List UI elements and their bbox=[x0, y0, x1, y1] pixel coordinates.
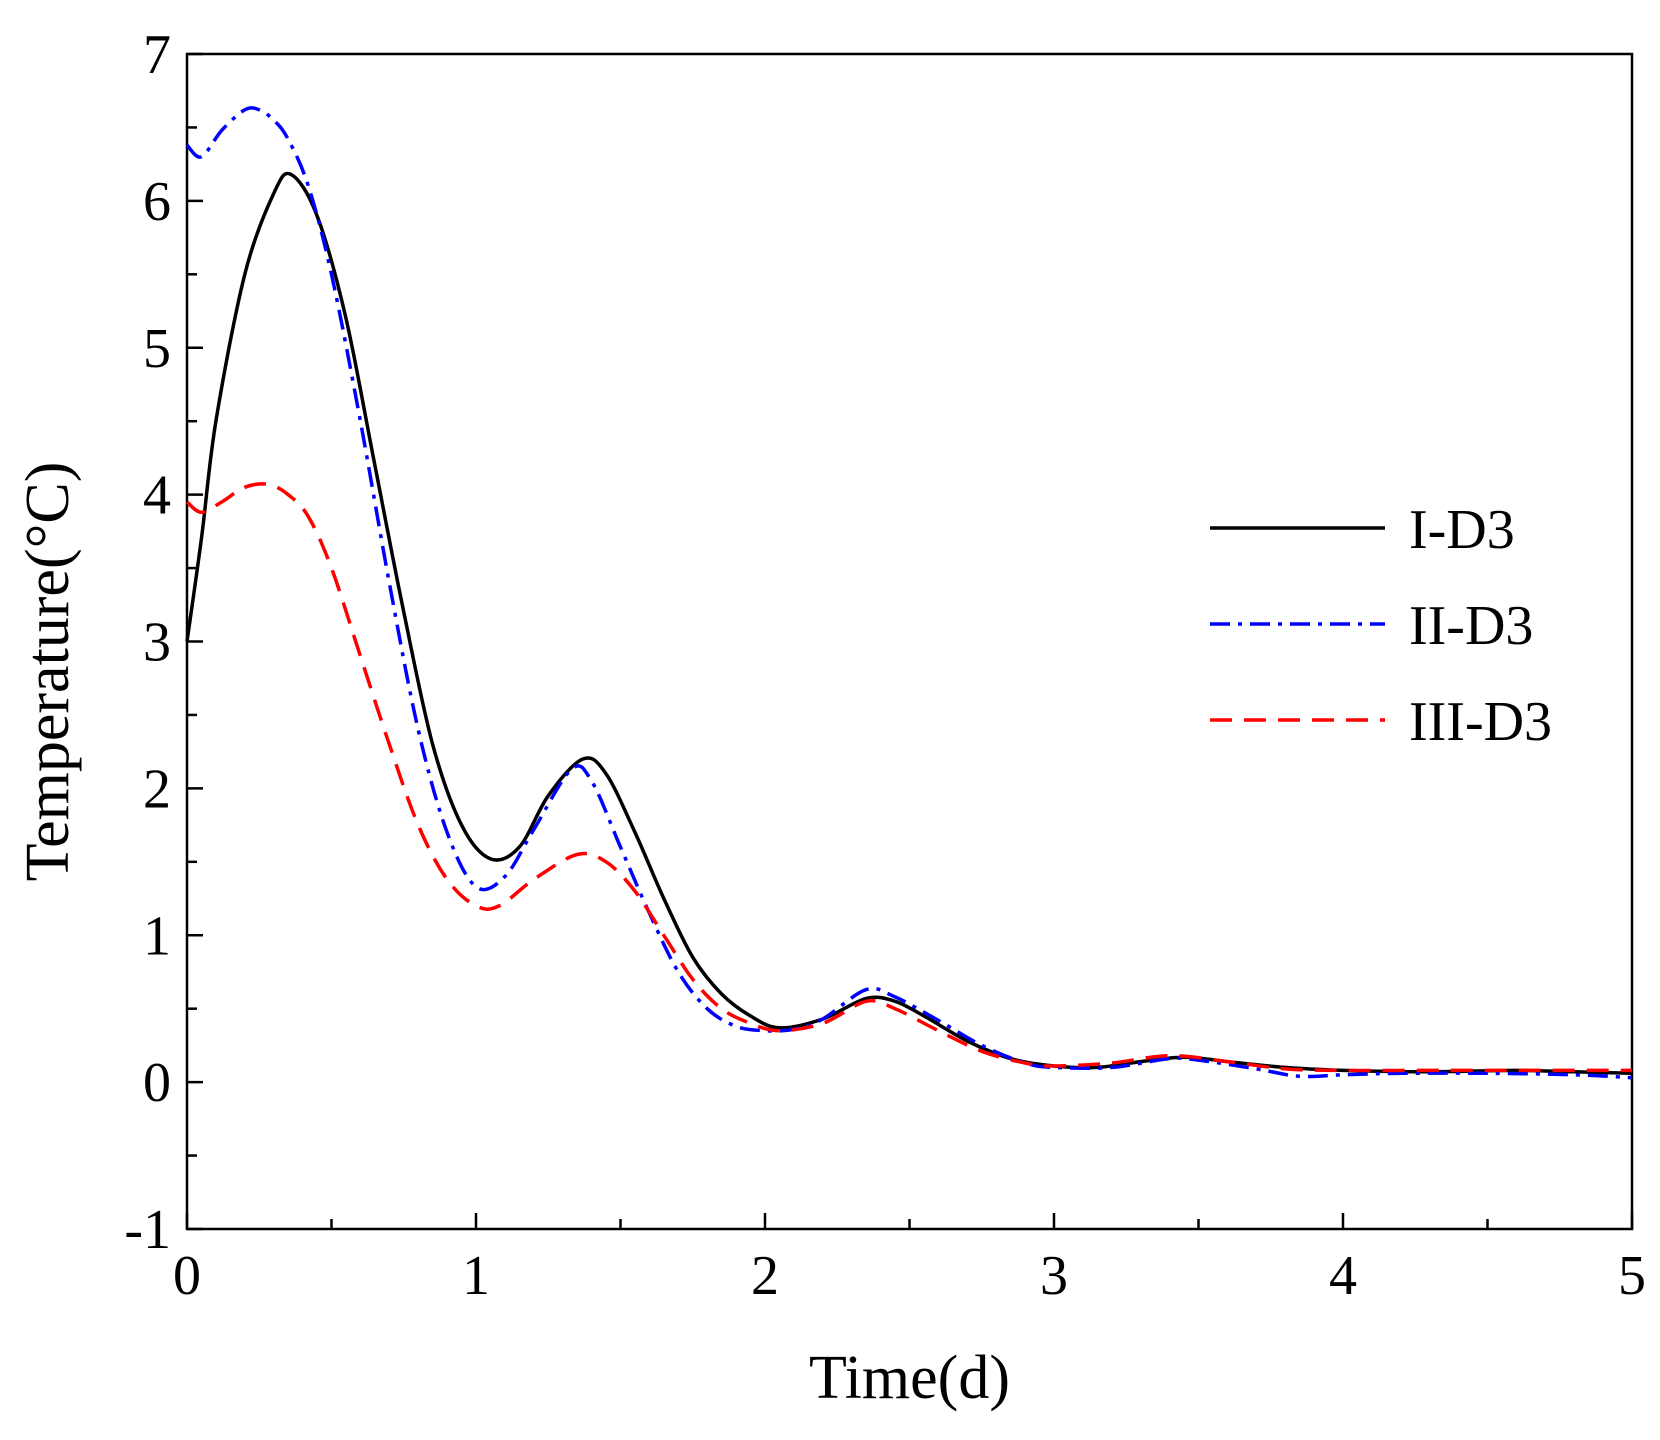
y-axis-ticks bbox=[187, 52, 203, 1231]
y-axis-tick-labels: -1 0 1 2 3 4 5 6 7 bbox=[124, 24, 171, 1261]
y-tick-label: 3 bbox=[143, 612, 171, 674]
x-tick-label: 2 bbox=[751, 1245, 779, 1307]
x-tick-label: 3 bbox=[1040, 1245, 1068, 1307]
y-tick-label: 4 bbox=[143, 465, 171, 527]
y-axis-label: Temperature(°C) bbox=[14, 462, 82, 882]
series-lines bbox=[185, 106, 1633, 1080]
y-tick-label: -1 bbox=[124, 1199, 171, 1261]
y-tick-label: 2 bbox=[143, 758, 171, 820]
x-axis-ticks bbox=[185, 1213, 1634, 1229]
legend-label-i-d3: I-D3 bbox=[1409, 499, 1515, 561]
series-line-iii-d3 bbox=[185, 482, 1632, 1073]
y-tick-label: 6 bbox=[143, 171, 171, 233]
x-tick-label: 0 bbox=[173, 1245, 201, 1307]
legend: I-D3 II-D3 III-D3 bbox=[1210, 499, 1552, 753]
series-line-ii-d3 bbox=[185, 106, 1633, 1080]
y-tick-label: 0 bbox=[143, 1052, 171, 1114]
x-axis-tick-labels: 0 1 2 3 4 5 bbox=[173, 1245, 1646, 1307]
legend-label-ii-d3: II-D3 bbox=[1409, 595, 1533, 657]
x-tick-label: 5 bbox=[1618, 1245, 1646, 1307]
y-tick-label: 7 bbox=[143, 24, 171, 86]
y-tick-label: 1 bbox=[143, 905, 171, 967]
y-tick-label: 5 bbox=[143, 318, 171, 380]
x-axis-label: Time(d) bbox=[809, 1344, 1010, 1412]
x-tick-label: 1 bbox=[462, 1245, 490, 1307]
legend-label-iii-d3: III-D3 bbox=[1409, 691, 1552, 753]
x-tick-label: 4 bbox=[1329, 1245, 1357, 1307]
